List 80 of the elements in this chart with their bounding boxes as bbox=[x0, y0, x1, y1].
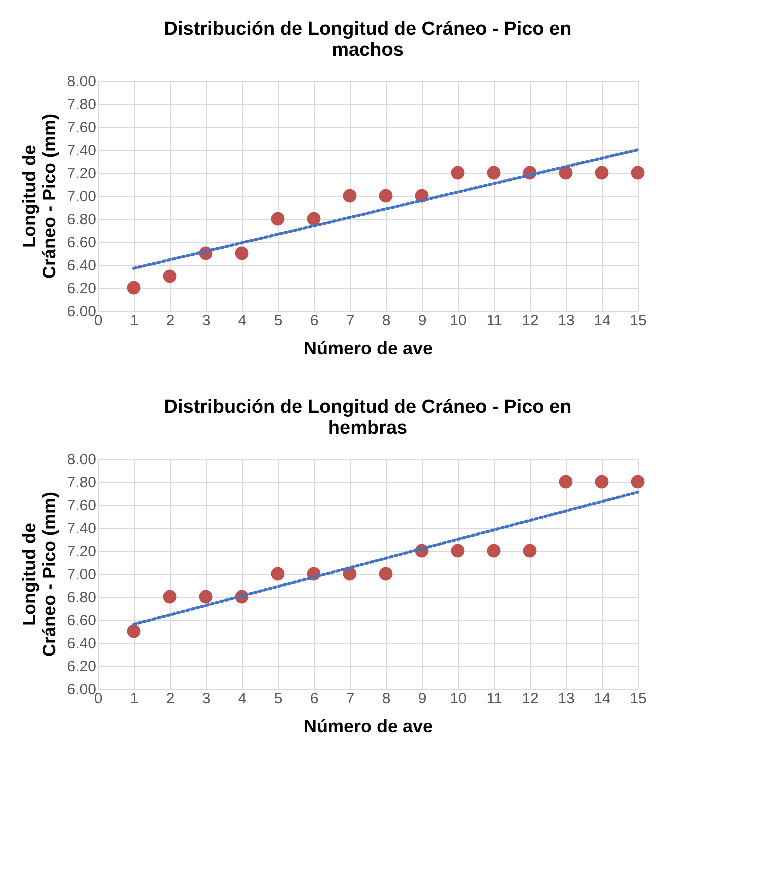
x-tick-label: 12 bbox=[522, 312, 539, 330]
x-tick-label: 12 bbox=[522, 690, 539, 708]
y-tick-label: 7.80 bbox=[67, 474, 96, 492]
x-tick-label: 10 bbox=[450, 690, 467, 708]
point bbox=[631, 475, 645, 489]
x-tick-label: 2 bbox=[166, 690, 175, 708]
y-tick-label: 6.60 bbox=[67, 234, 96, 252]
y-tick-label: 8.00 bbox=[67, 74, 96, 90]
y-tick-label: 7.40 bbox=[67, 520, 96, 538]
point bbox=[127, 624, 141, 638]
point bbox=[163, 270, 177, 284]
y-tick-label: 6.00 bbox=[67, 304, 96, 320]
point bbox=[451, 166, 465, 180]
x-tick-label: 15 bbox=[630, 312, 647, 330]
chart-title: Distribución de Longitud de Cráneo - Pico en machos bbox=[164, 19, 572, 61]
point bbox=[595, 475, 609, 489]
point bbox=[163, 590, 177, 604]
x-tick-label: 14 bbox=[594, 690, 611, 708]
point bbox=[271, 212, 285, 226]
x-tick-label: 5 bbox=[274, 690, 283, 708]
x-tick-label: 10 bbox=[450, 312, 467, 330]
x-tick-label: 3 bbox=[202, 690, 211, 708]
y-tick-label: 6.60 bbox=[67, 612, 96, 630]
x-axis-title: Número de ave bbox=[304, 716, 434, 736]
x-tick-label: 6 bbox=[310, 312, 319, 330]
x-tick-label: 2 bbox=[166, 312, 175, 330]
x-tick-label: 7 bbox=[346, 312, 355, 330]
x-tick-label: 15 bbox=[630, 690, 647, 708]
y-tick-label: 7.20 bbox=[67, 166, 96, 182]
y-tick-label: 6.00 bbox=[67, 682, 96, 698]
x-tick-label: 13 bbox=[558, 312, 575, 330]
point bbox=[631, 166, 645, 180]
x-axis-title: Número de ave bbox=[304, 338, 434, 358]
x-tick-label: 6 bbox=[310, 690, 319, 708]
x-tick-label: 9 bbox=[418, 312, 427, 330]
x-tick-label: 13 bbox=[558, 690, 575, 708]
x-tick-label: 7 bbox=[346, 690, 355, 708]
x-tick-label: 1 bbox=[130, 690, 139, 708]
y-axis-title: Longitud de Cráneo - Pico (mm) bbox=[19, 492, 60, 658]
point bbox=[127, 281, 141, 295]
y-axis-title: Longitud de Cráneo - Pico (mm) bbox=[19, 114, 60, 280]
y-tick-label: 7.00 bbox=[67, 566, 96, 584]
y-tick-label: 8.00 bbox=[67, 452, 96, 468]
point bbox=[487, 544, 501, 558]
x-tick-label: 3 bbox=[202, 312, 211, 330]
point bbox=[271, 567, 285, 581]
y-tick-label: 6.40 bbox=[67, 636, 96, 652]
y-tick-label: 7.80 bbox=[67, 96, 96, 114]
y-tick-label: 7.40 bbox=[67, 142, 96, 160]
y-tick-label: 7.20 bbox=[67, 544, 96, 560]
x-tick-label: 5 bbox=[274, 312, 283, 330]
point bbox=[379, 189, 393, 203]
point bbox=[235, 246, 249, 260]
point bbox=[379, 567, 393, 581]
x-tick-label: 4 bbox=[238, 312, 247, 330]
y-tick-label: 7.60 bbox=[67, 120, 96, 136]
point bbox=[451, 544, 465, 558]
x-tick-label: 9 bbox=[418, 690, 427, 708]
y-tick-label: 7.60 bbox=[67, 498, 96, 514]
y-tick-label: 6.20 bbox=[67, 658, 96, 676]
point bbox=[307, 212, 321, 226]
y-tick-label: 6.80 bbox=[67, 590, 96, 606]
y-tick-label: 6.20 bbox=[67, 280, 96, 298]
chart-title: Distribución de Longitud de Cráneo - Pico en hembras bbox=[164, 397, 572, 439]
point bbox=[523, 544, 537, 558]
x-tick-label: 11 bbox=[486, 690, 502, 708]
x-tick-label: 4 bbox=[238, 690, 247, 708]
point bbox=[559, 475, 573, 489]
point bbox=[595, 166, 609, 180]
y-tick-label: 7.00 bbox=[67, 188, 96, 206]
x-tick-label: 1 bbox=[130, 312, 139, 330]
point bbox=[199, 590, 213, 604]
y-tick-label: 6.40 bbox=[67, 258, 96, 274]
y-tick-label: 6.80 bbox=[67, 212, 96, 228]
x-tick-label: 14 bbox=[594, 312, 611, 330]
x-tick-label: 11 bbox=[486, 312, 502, 330]
x-tick-label: 8 bbox=[382, 690, 391, 708]
x-tick-label: 8 bbox=[382, 312, 391, 330]
point bbox=[343, 189, 357, 203]
point bbox=[487, 166, 501, 180]
